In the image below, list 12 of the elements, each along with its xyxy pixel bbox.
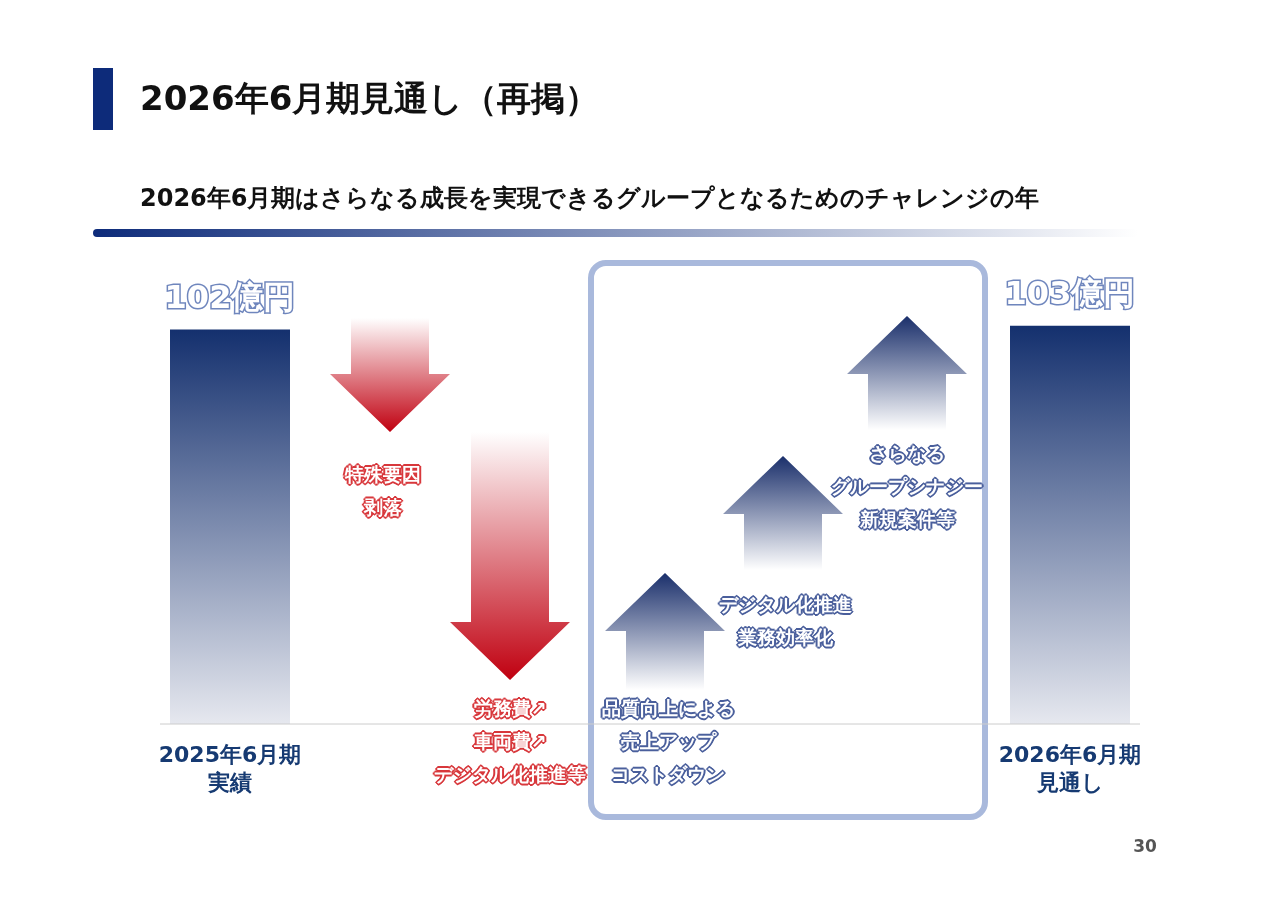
x-tick-label: 2025年6月期実績: [158, 742, 302, 795]
x-tick-label: 2026年6月期見通し: [998, 742, 1142, 795]
annotation: さらなるグループシナジー新規案件等: [829, 441, 985, 534]
data-label: 102億円: [164, 277, 296, 316]
annotation: 労務費↗車両費↗デジタル化推進等: [431, 696, 589, 788]
annotation: 品質向上による売上アップコストダウン: [601, 697, 735, 785]
text: 30: [1132, 836, 1158, 856]
annotation: デジタル化推進業務効率化: [716, 592, 855, 651]
chart-subtitle: 2026年6月期はさらなる成長を実現できるグループとなるためのチャレンジの年: [140, 183, 1040, 214]
chart-title: 2026年6月期見通し（再掲）: [140, 77, 600, 120]
data-label: 103億円: [1004, 273, 1136, 312]
annotation: 特殊要因剥落: [341, 462, 423, 521]
